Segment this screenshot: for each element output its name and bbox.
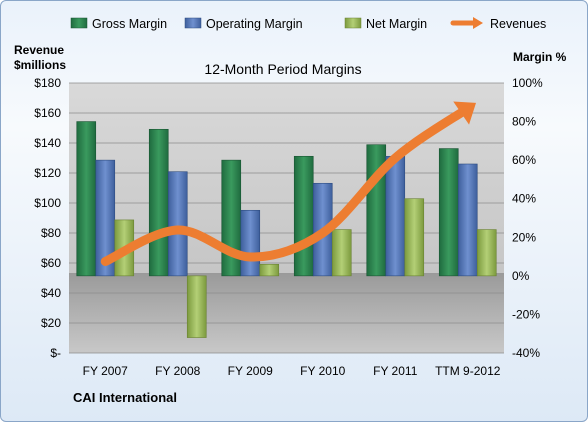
right-axis-ticks: -40% -20% 0% 20% 40% 60% 80% 100% [512,76,543,360]
right-tick-label: 0% [512,269,530,283]
left-axis-title-line1: Revenue [14,43,64,57]
gross-margin-bar [76,121,97,277]
legend-label-operating-margin: Operating Margin [206,17,303,31]
category-label: FY 2009 [228,364,273,378]
legend-label-net-margin: Net Margin [366,17,427,31]
operating-margin-bar [240,209,261,277]
net-margin-bar [259,263,280,277]
operating-margin-bar [95,159,116,277]
left-tick-label: $140 [34,136,61,150]
left-tick-label: $120 [34,166,61,180]
category-label: FY 2007 [83,364,128,378]
left-tick-label: $80 [41,226,61,240]
legend-swatch-operating-margin [184,17,202,29]
chart-title: 12-Month Period Margins [204,61,361,77]
left-axis-ticks: $- $20 $40 $60 $80 $100 $120 $140 $160 $180 [34,76,61,360]
legend-label-revenues: Revenues [490,17,546,31]
legend-item-net-margin: Net Margin [344,17,427,31]
gross-margin-bar [293,155,314,277]
legend-swatch-net-margin [344,17,362,29]
left-tick-label: $40 [41,286,61,300]
right-tick-label: -40% [512,346,540,360]
legend-item-gross-margin: Gross Margin [70,17,167,31]
operating-margin-bar [457,163,478,277]
revenue-line-path [100,104,473,266]
operating-margin-bar [385,155,406,277]
net-margin-bar [331,229,352,277]
legend-item-revenues: Revenues [450,17,546,31]
net-margin-bar [404,198,425,277]
category-label: FY 2011 [373,364,418,378]
net-margin-bar [186,275,207,338]
right-tick-label: -20% [512,307,540,321]
category-label: FY 2010 [300,364,345,378]
plot-area-lower [69,273,504,353]
category-labels: FY 2007 FY 2008 FY 2009 FY 2010 FY 2011 TTM 9… [83,364,501,378]
legend-item-operating-margin: Operating Margin [184,17,303,31]
right-axis-title: Margin % [513,50,567,64]
category-label: FY 2008 [155,364,200,378]
legend-swatch-gross-margin [70,17,88,29]
left-tick-label: $160 [34,106,61,120]
gridlines [69,82,504,354]
left-axis-title-line2: $millions [14,58,66,72]
category-label: TTM 9-2012 [435,364,501,378]
operating-margin-bar [167,171,188,277]
left-tick-label: $60 [41,256,61,270]
right-tick-label: 40% [512,192,536,206]
company-name: CAI International [73,390,177,405]
right-tick-label: 20% [512,230,536,244]
revenue-arrowhead-icon [453,101,477,125]
gross-margin-bar [438,148,459,277]
net-margin-bar [476,229,497,277]
right-tick-label: 80% [512,115,536,129]
revenue-line [100,101,477,266]
left-tick-label: $20 [41,316,61,330]
right-tick-label: 60% [512,153,536,167]
left-tick-label: $180 [34,76,61,90]
legend: Gross Margin Operating Margin Net Margin… [70,17,546,31]
legend-arrow-icon [473,17,483,29]
legend-label-gross-margin: Gross Margin [92,17,167,31]
right-tick-label: 100% [512,76,543,90]
left-tick-label: $- [50,346,61,360]
left-tick-label: $100 [34,196,61,210]
gross-margin-bar [148,128,169,277]
